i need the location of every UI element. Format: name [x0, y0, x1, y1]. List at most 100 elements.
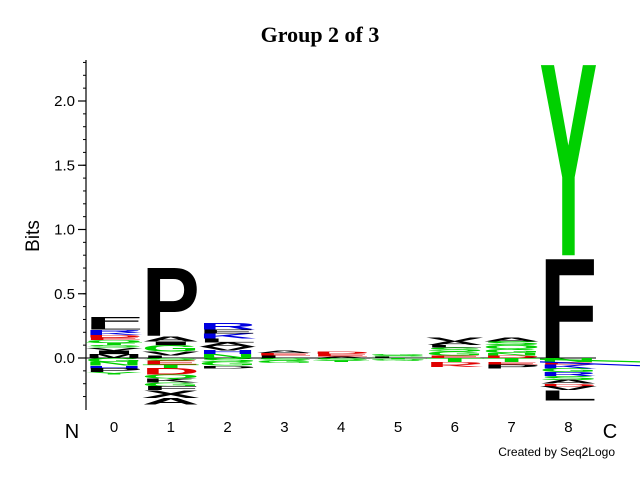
logo-letter-glyph: L — [539, 387, 597, 403]
logo-letter-s: S — [85, 345, 143, 349]
logo-letter-e: E — [85, 337, 143, 341]
logo-letter-s: S — [539, 375, 597, 381]
logo-letter-l: L — [142, 355, 200, 359]
logo-letter-s: S — [255, 357, 313, 361]
logo-letter-i: I — [85, 349, 143, 355]
logo-letter-v: V — [142, 351, 200, 357]
logo-letter-glyph: S — [369, 355, 427, 357]
logo-letter-glyph: A — [199, 342, 257, 348]
logo-letter-n: N — [483, 352, 541, 356]
y-axis-label: Bits — [23, 220, 44, 252]
logo-letter-m: M — [85, 353, 143, 359]
logo-letter-glyph: S — [255, 357, 313, 361]
y-tick-label: 2.0 — [54, 93, 75, 110]
logo-letter-glyph: I — [142, 340, 200, 346]
logo-letter-glyph: L — [142, 355, 200, 359]
x-tick-label: 2 — [223, 419, 231, 436]
logo-letter-v: V — [426, 337, 484, 343]
y-tick-label: 1.5 — [54, 157, 75, 174]
logo-letter-glyph: E — [426, 355, 484, 359]
logo-letter-r: R — [539, 371, 597, 377]
logo-letter-glyph: G — [255, 360, 313, 364]
logo-letter-p: P — [142, 248, 200, 357]
logo-letter-k: K — [539, 364, 597, 370]
logo-letter-p: P — [85, 367, 143, 373]
logo-letter-glyph: A — [312, 356, 370, 358]
logo-letter-t: T — [426, 357, 484, 363]
logo-letter-a: A — [142, 335, 200, 343]
logo-letter-e: E — [426, 355, 484, 359]
logo-letter-e: E — [312, 354, 370, 358]
logo-letter-r: R — [85, 329, 143, 333]
logo-letter-glyph: T — [426, 357, 484, 363]
logo-letter-k: K — [199, 332, 257, 340]
letter-stacks: MIVSTQEDKRLFGNHPYLVGIAPSETDQKGFXANHVALKE… — [85, 6, 640, 406]
logo-letter-q: Q — [369, 359, 427, 361]
logo-letter-glyph: N — [85, 361, 143, 367]
logo-letter-s: S — [369, 355, 427, 357]
logo-letter-glyph: E — [312, 354, 370, 358]
logo-letter-glyph: K — [539, 364, 597, 370]
logo-letter-glyph: S — [426, 347, 484, 353]
x-tick-label: 8 — [564, 419, 572, 436]
logo-letter-e: E — [483, 361, 541, 365]
logo-letter-q: Q — [85, 339, 143, 343]
logo-letter-glyph: E — [85, 337, 143, 341]
n-terminus-label: N — [65, 421, 79, 443]
x-tick-label: 5 — [394, 419, 402, 436]
logo-letter-glyph: N — [199, 353, 257, 359]
logo-letter-t: T — [369, 358, 427, 360]
y-tick-label: 0.0 — [54, 350, 75, 367]
logo-letter-glyph: L — [426, 345, 484, 349]
y-tick-label: 0.5 — [54, 286, 75, 303]
logo-letter-q: Q — [142, 374, 200, 380]
logo-letter-d: D — [539, 383, 597, 387]
logo-letter-g: G — [142, 382, 200, 388]
logo-letter-p: P — [483, 364, 541, 370]
logo-letter-d: D — [312, 351, 370, 355]
logo-letter-a: A — [255, 350, 313, 354]
logo-letter-glyph: G — [199, 361, 257, 367]
logo-letter-glyph: H — [199, 349, 257, 355]
logo-letter-glyph: G — [142, 344, 200, 354]
logo-letter-glyph: H — [85, 365, 143, 369]
logo-letter-glyph: A — [255, 350, 313, 354]
logo-letter-glyph: E — [255, 352, 313, 356]
x-tick-label: 1 — [167, 419, 175, 436]
logo-letter-t: T — [483, 357, 541, 363]
logo-letter-glyph: G — [142, 382, 200, 388]
logo-letter-glyph: S — [539, 375, 597, 381]
logo-letter-g: G — [539, 367, 597, 373]
logo-letter-glyph: A — [539, 379, 597, 385]
logo-letter-glyph: T — [369, 358, 427, 360]
logo-letter-g: G — [369, 354, 427, 356]
logo-letter-glyph: V — [539, 385, 597, 391]
logo-letter-h: H — [85, 365, 143, 369]
y-axis: 0.0 0.5 1.0 1.5 2.0 — [54, 60, 596, 410]
logo-letter-glyph: A — [483, 337, 541, 343]
logo-letter-l: L — [369, 356, 427, 358]
logo-letter-r: R — [199, 322, 257, 332]
logo-letter-g: G — [142, 344, 200, 354]
logo-letter-s: S — [199, 357, 257, 363]
logo-letter-glyph: K — [199, 332, 257, 340]
logo-letter-glyph: P — [142, 248, 200, 357]
logo-letter-n: N — [85, 361, 143, 367]
logo-letter-glyph: V — [142, 351, 200, 357]
logo-letter-g: G — [255, 360, 313, 364]
logo-letter-glyph: S — [85, 345, 143, 349]
logo-letter-glyph: V — [85, 347, 143, 351]
logo-letter-n: N — [199, 353, 257, 359]
chart-title: Group 2 of 3 — [261, 22, 380, 47]
c-terminus-label: C — [603, 421, 617, 443]
logo-letter-y: Y — [539, 6, 597, 315]
logo-letter-glyph: A — [426, 340, 484, 346]
logo-letter-f: F — [142, 385, 200, 391]
logo-letter-glyph: D — [199, 365, 257, 369]
logo-letter-glyph: F — [142, 385, 200, 391]
logo-letter-d: D — [85, 334, 143, 338]
logo-letter-v: V — [539, 385, 597, 391]
logo-letter-glyph: Y — [539, 6, 597, 315]
logo-letter-glyph: V — [426, 337, 484, 343]
logo-letter-a: A — [426, 340, 484, 346]
